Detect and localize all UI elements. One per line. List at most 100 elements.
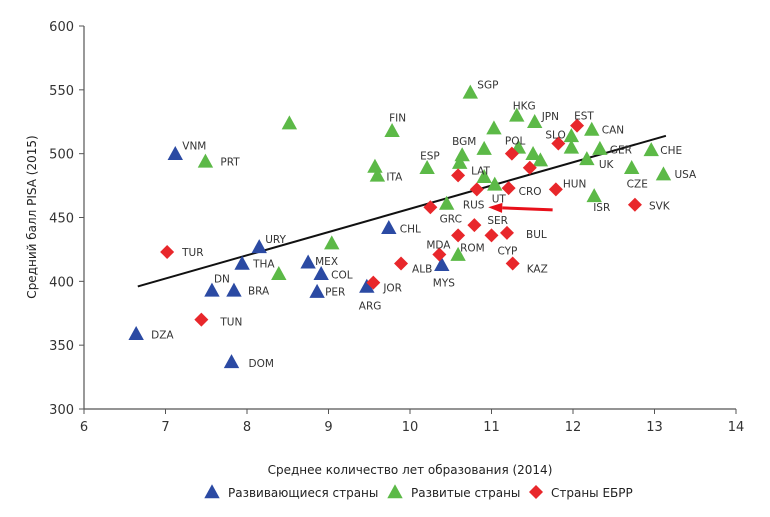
point-developed-triangle <box>579 151 595 166</box>
point-developing-triangle <box>359 278 375 293</box>
point-label: DN <box>214 273 230 285</box>
point-label: ARG <box>359 300 382 312</box>
point-label: CAN <box>602 124 624 136</box>
legend-label: Развивающиеся страны <box>228 486 378 500</box>
legend: Развивающиеся страны Развитые страны Стран… <box>204 484 633 500</box>
point-developed-triangle <box>532 152 549 167</box>
point-label: MYS <box>433 278 455 290</box>
x-tick-label: 11 <box>483 420 500 435</box>
point-label: CZE <box>627 179 648 191</box>
point-label: SER <box>487 215 508 227</box>
point-developing-triangle <box>381 220 397 235</box>
point-label: GER <box>610 145 632 157</box>
x-tick-label: 13 <box>646 420 663 435</box>
point-label: JOR <box>382 283 402 295</box>
point-developed-triangle <box>271 265 287 280</box>
point-ebrd-diamond <box>548 182 563 197</box>
data-points <box>128 84 672 369</box>
point-label: CYP <box>498 245 518 257</box>
x-tick-label: 14 <box>728 420 745 435</box>
point-label: HUN <box>563 178 586 190</box>
x-tick-label: 7 <box>161 420 169 435</box>
point-label: CRO <box>519 186 542 198</box>
point-developed-triangle <box>454 147 470 162</box>
point-label: URY <box>265 234 286 246</box>
point-developed-triangle <box>476 140 492 155</box>
y-tick-label: 350 <box>49 339 74 354</box>
point-developed-triangle <box>643 142 659 157</box>
point-developed-triangle <box>655 166 672 181</box>
point-label: TUR <box>181 247 203 259</box>
point-developing-triangle <box>434 257 450 272</box>
point-developed-triangle <box>526 114 543 129</box>
legend-ebrd-diamond-icon <box>529 485 543 499</box>
y-tick-label: 450 <box>49 212 74 227</box>
point-developed-triangle <box>584 121 600 136</box>
point-label: SVK <box>649 201 671 213</box>
point-ebrd-diamond <box>469 182 484 197</box>
point-developing-triangle <box>251 239 267 254</box>
point-developing-triangle <box>313 265 329 280</box>
point-label: BRA <box>248 285 270 297</box>
point-label: USA <box>674 169 697 181</box>
point-developed-triangle <box>452 154 468 169</box>
point-ebrd-diamond <box>505 256 520 271</box>
point-developed-triangle <box>586 188 602 203</box>
point-label: PER <box>325 287 345 299</box>
point-developed-triangle <box>623 160 640 175</box>
arrow-head <box>488 202 503 213</box>
point-label: SLO <box>545 129 565 141</box>
point-label: KAZ <box>527 263 548 275</box>
point-label: JPN <box>541 111 559 123</box>
point-label: BUL <box>526 229 547 241</box>
point-developed-triangle <box>384 122 400 137</box>
point-developed-triangle <box>197 153 214 168</box>
point-developed-triangle <box>487 176 503 191</box>
point-labels: VNM URY THA DN BRA MEX COL PER ARG CHL DZA DOM MYS PR… <box>151 79 697 369</box>
point-label: FIN <box>389 113 406 125</box>
point-label: RUS <box>463 199 485 211</box>
point-ebrd-diamond <box>451 168 466 183</box>
point-label: ITA <box>386 171 403 183</box>
x-axis-label: Среднее количество лет образования (2014… <box>268 463 553 477</box>
point-ebrd-diamond <box>451 228 466 243</box>
point-developed-triangle <box>324 235 340 250</box>
point-label: ALB <box>412 263 432 275</box>
point-label: CHL <box>400 224 421 236</box>
point-developed-triangle <box>592 140 608 155</box>
y-tick-label: 500 <box>49 148 74 163</box>
point-ebrd-diamond <box>194 312 209 327</box>
point-label: VNM <box>182 141 206 153</box>
y-tick-label: 600 <box>49 20 74 35</box>
point-label: UK <box>599 159 615 171</box>
point-developed-triangle <box>419 160 435 175</box>
point-label: TUN <box>219 317 242 329</box>
point-label: CHE <box>660 145 682 157</box>
point-developing-triangle <box>204 282 220 297</box>
point-developed-triangle <box>462 84 479 99</box>
point-label: ROM <box>460 243 485 255</box>
y-tick-label: 550 <box>49 84 74 99</box>
x-tick-label: 12 <box>565 420 582 435</box>
x-tick-label: 6 <box>80 420 88 435</box>
point-label: GRC <box>440 213 462 225</box>
y-tick-label: 300 <box>49 403 74 418</box>
point-ebrd-diamond <box>423 200 438 215</box>
point-ebrd-diamond <box>522 160 537 175</box>
point-label: HKG <box>513 100 536 112</box>
point-developed-triangle <box>438 195 455 210</box>
x-tick-label: 10 <box>402 420 419 435</box>
point-label: DZA <box>151 330 174 342</box>
legend-developed-triangle-icon <box>387 484 403 499</box>
point-label: EST <box>574 111 594 123</box>
point-ebrd-diamond <box>570 118 585 133</box>
point-developing-triangle <box>309 283 325 298</box>
point-developed-triangle <box>281 115 298 130</box>
point-developing-triangle <box>128 325 144 340</box>
point-developed-triangle <box>369 167 386 182</box>
point-ebrd-diamond <box>484 228 499 243</box>
point-ebrd-diamond <box>432 247 447 262</box>
point-label: LAT <box>471 165 490 177</box>
point-ebrd-diamond <box>499 225 514 240</box>
point-developed-triangle <box>450 246 466 261</box>
